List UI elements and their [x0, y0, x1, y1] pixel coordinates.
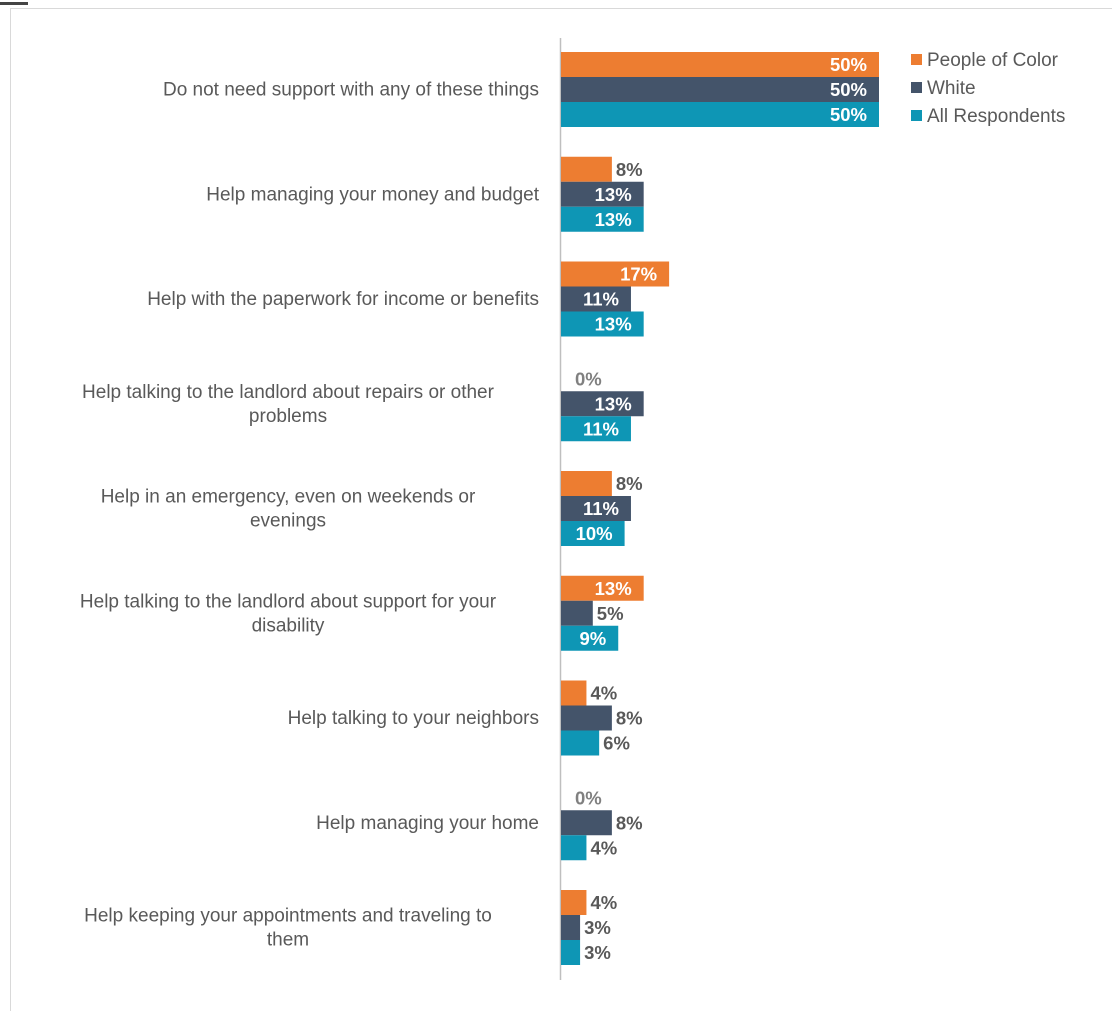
category-label: Help with the paperwork for income or be… [147, 289, 539, 310]
data-label: 17% [620, 264, 657, 285]
data-label: 10% [576, 523, 613, 544]
bar-all-respondents [561, 625, 619, 651]
category-label: Help keeping your appointments and trave… [84, 906, 492, 927]
bar-white [561, 181, 644, 207]
bar-people-of-color [561, 890, 587, 915]
data-label: 8% [616, 159, 643, 180]
legend: People of Color White All Respondents [911, 50, 1065, 127]
bar-white [561, 810, 612, 836]
category-labels: Do not need support with any of these th… [80, 80, 540, 951]
data-label: 13% [595, 578, 632, 599]
bar-all-respondents [561, 416, 631, 442]
data-label: 13% [595, 393, 632, 414]
bar-white [561, 286, 631, 312]
bar-all-respondents [561, 311, 644, 337]
bar-white [561, 496, 631, 521]
bar-all-respondents [561, 102, 879, 127]
category-label: Help managing your money and budget [206, 184, 539, 205]
bar-all-respondents [561, 521, 625, 546]
bar-people-of-color [561, 52, 879, 77]
data-label: 0% [575, 368, 602, 389]
bar-white [561, 77, 879, 102]
category-label: problems [249, 406, 327, 427]
data-label: 50% [830, 104, 867, 125]
legend-label: People of Color [927, 50, 1059, 71]
data-label: 13% [595, 184, 632, 205]
legend-swatch-all-respondents [911, 110, 922, 121]
bar-all-respondents [561, 206, 644, 232]
data-label: 50% [830, 54, 867, 75]
data-label: 3% [584, 942, 611, 963]
cropped-title-fragment [0, 0, 40, 6]
category-label: Help in an emergency, even on weekends o… [101, 487, 476, 508]
bar-all-respondents [561, 940, 581, 965]
legend-label: White [927, 78, 976, 99]
category-label: disability [252, 615, 325, 636]
bar-all-respondents [561, 835, 587, 861]
legend-swatch-people-of-color [911, 54, 922, 65]
bar-white [561, 915, 581, 940]
category-label: evenings [250, 511, 326, 532]
bar-people-of-color [561, 156, 612, 182]
bar-people-of-color [561, 680, 587, 706]
category-label: Help talking to the landlord about suppo… [80, 591, 497, 612]
bar-white [561, 391, 644, 417]
data-label: 50% [830, 79, 867, 100]
data-label: 11% [583, 498, 619, 519]
data-label: 11% [583, 289, 619, 310]
data-label: 9% [579, 628, 606, 649]
category-label: them [267, 930, 309, 951]
data-label: 8% [616, 812, 643, 833]
data-label: 8% [616, 473, 643, 494]
bar-white [561, 705, 612, 731]
bar-people-of-color [561, 261, 670, 287]
bar-people-of-color [561, 471, 612, 496]
data-label: 5% [597, 603, 624, 624]
data-label: 4% [590, 892, 617, 913]
bar-people-of-color [561, 575, 644, 601]
data-label: 11% [583, 418, 619, 439]
data-label: 13% [595, 314, 632, 335]
data-label: 3% [584, 917, 611, 938]
category-label: Help talking to your neighbors [288, 708, 539, 729]
data-label: 4% [590, 683, 617, 704]
data-label: 4% [590, 837, 617, 858]
legend-swatch-white [911, 82, 922, 93]
data-label: 0% [575, 787, 602, 808]
category-label: Help talking to the landlord about repai… [82, 382, 495, 403]
bar-white [561, 600, 593, 626]
bar-all-respondents [561, 730, 600, 756]
data-label: 8% [616, 708, 643, 729]
chart-frame [10, 8, 1112, 1011]
data-label: 6% [603, 733, 630, 754]
bar-marks: 50%50%50%8%13%13%17%11%13%0%13%11%8%11%1… [561, 52, 879, 965]
data-label: 13% [595, 209, 632, 230]
legend-label: All Respondents [927, 106, 1065, 127]
category-label: Do not need support with any of these th… [163, 80, 539, 101]
category-label: Help managing your home [316, 813, 539, 834]
